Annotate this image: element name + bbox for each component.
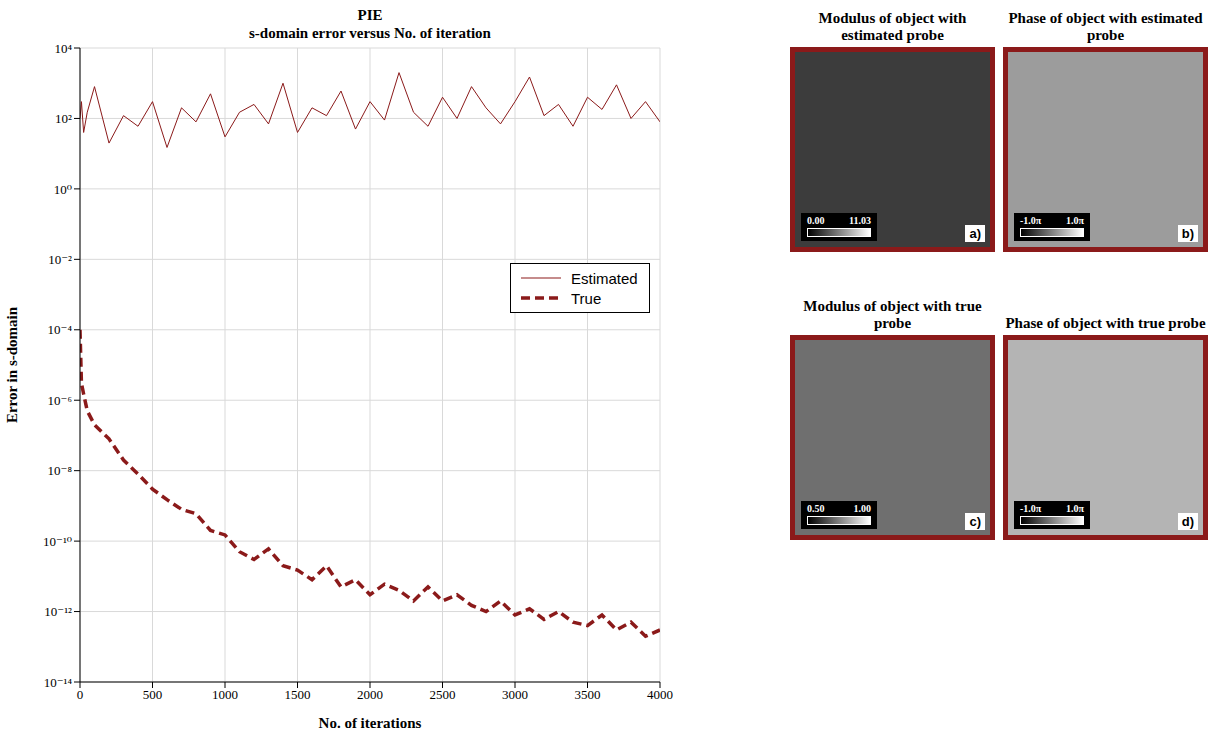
svg-text:10⁻²: 10⁻² xyxy=(48,252,72,267)
svg-text:10⁻¹⁴: 10⁻¹⁴ xyxy=(44,675,73,690)
html-text:1.0π: 1.0π xyxy=(1066,215,1084,226)
html-text:Modulus of object with estimat: Modulus of object with estimated probe xyxy=(818,10,967,43)
svg-text:10⁴: 10⁴ xyxy=(54,41,72,56)
html-text:11.03: 11.03 xyxy=(849,215,871,226)
html-text:1.0π: 1.0π xyxy=(1066,503,1084,514)
html-text:Phase of object with estimated: Phase of object with estimated probe xyxy=(1008,10,1203,43)
html-text:a): a) xyxy=(969,226,981,241)
html-text:Estimated: Estimated xyxy=(571,269,638,287)
svg-text:3000: 3000 xyxy=(502,687,528,702)
html-text:True: True xyxy=(571,289,602,307)
svg-text:10⁻⁶: 10⁻⁶ xyxy=(48,393,72,408)
svg-text:500: 500 xyxy=(143,687,163,702)
html-text:-1.0π: -1.0π xyxy=(1020,503,1042,514)
svg-text:1500: 1500 xyxy=(285,687,311,702)
svg-text:3500: 3500 xyxy=(575,687,601,702)
svg-text:1000: 1000 xyxy=(212,687,238,702)
svg-text:10²: 10² xyxy=(55,111,72,126)
svg-text:Error in s-domain: Error in s-domain xyxy=(4,306,20,423)
html-text:c): c) xyxy=(969,514,981,529)
svg-text:10⁰: 10⁰ xyxy=(54,182,72,197)
svg-text:10⁻¹⁰: 10⁻¹⁰ xyxy=(43,534,72,549)
svg-text:2000: 2000 xyxy=(357,687,383,702)
html-text:Modulus of object with true pr: Modulus of object with true probe xyxy=(803,298,982,331)
svg-text:2500: 2500 xyxy=(430,687,456,702)
svg-text:4000: 4000 xyxy=(647,687,673,702)
svg-text:No. of iterations: No. of iterations xyxy=(319,715,422,731)
svg-text:0: 0 xyxy=(77,687,84,702)
html-text:Phase of object with true prob: Phase of object with true probe xyxy=(1005,315,1206,331)
svg-text:10⁻⁴: 10⁻⁴ xyxy=(48,322,73,337)
html-text:1.00: 1.00 xyxy=(853,503,871,514)
svg-text:10⁻⁸: 10⁻⁸ xyxy=(48,463,73,478)
html-text:0.50: 0.50 xyxy=(807,503,825,514)
html-text:b): b) xyxy=(1181,226,1194,241)
html-text:s-domain error versus No. of i: s-domain error versus No. of iteration xyxy=(249,25,491,41)
html-text:d): d) xyxy=(1181,514,1194,529)
html-text:PIE: PIE xyxy=(357,7,383,23)
html-text:-1.0π: -1.0π xyxy=(1020,215,1042,226)
svg-text:10⁻¹²: 10⁻¹² xyxy=(44,604,72,619)
html-text:0.00: 0.00 xyxy=(807,215,825,226)
